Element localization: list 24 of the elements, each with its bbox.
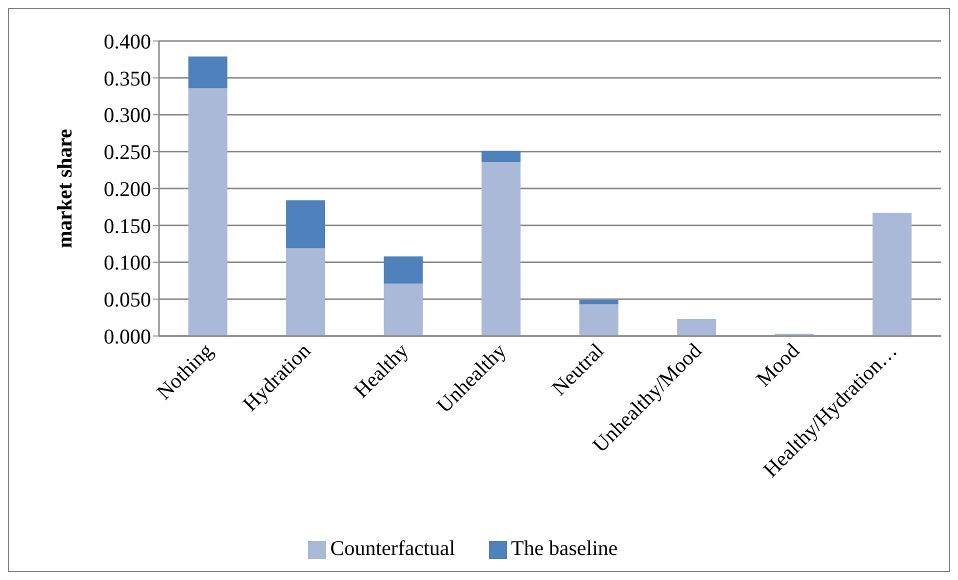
bar bbox=[286, 248, 326, 336]
bar bbox=[482, 162, 521, 336]
bar bbox=[872, 212, 912, 336]
y-tick-label: 0.350 bbox=[104, 66, 151, 90]
y-tick-label: 0.100 bbox=[104, 250, 151, 275]
y-tick-label: 0.050 bbox=[104, 288, 151, 312]
bar bbox=[579, 304, 618, 336]
bar bbox=[188, 88, 228, 336]
legend-label: Counterfactual bbox=[330, 536, 456, 560]
bar bbox=[384, 284, 423, 336]
y-tick-label: 0.300 bbox=[104, 103, 151, 128]
y-axis-title: market share bbox=[52, 128, 76, 248]
bar bbox=[482, 150, 521, 162]
y-tick-label: 0.150 bbox=[104, 214, 151, 238]
y-tick-label: 0.250 bbox=[104, 140, 151, 164]
y-tick-label: 0.400 bbox=[104, 29, 151, 54]
bar bbox=[188, 56, 228, 88]
bar bbox=[286, 200, 326, 248]
bar bbox=[579, 300, 618, 304]
bar bbox=[384, 256, 423, 284]
y-tick-label: 0.200 bbox=[104, 176, 151, 201]
legend-label: The baseline bbox=[511, 536, 618, 560]
y-tick-label: 0.000 bbox=[104, 324, 151, 348]
bar bbox=[677, 319, 716, 336]
